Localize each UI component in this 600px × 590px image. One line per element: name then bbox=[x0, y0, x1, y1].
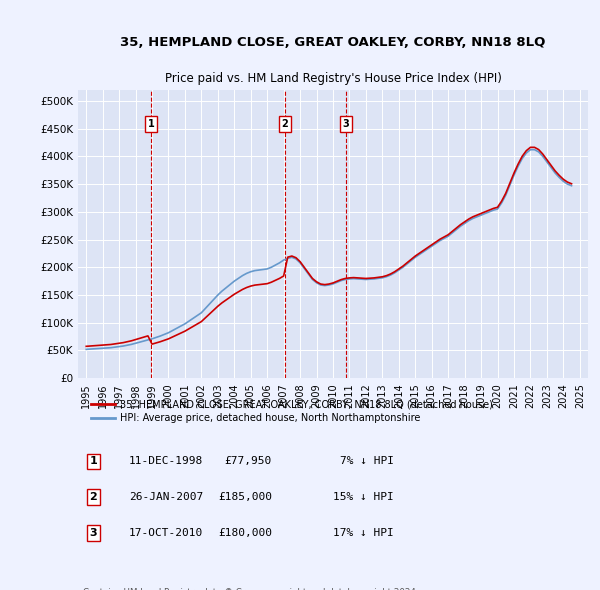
Text: 35, HEMPLAND CLOSE, GREAT OAKLEY, CORBY, NN18 8LQ: 35, HEMPLAND CLOSE, GREAT OAKLEY, CORBY,… bbox=[121, 36, 545, 49]
Text: 1: 1 bbox=[148, 119, 154, 129]
Text: 17-OCT-2010: 17-OCT-2010 bbox=[129, 528, 203, 537]
Text: 2: 2 bbox=[281, 119, 288, 129]
Text: Price paid vs. HM Land Registry's House Price Index (HPI): Price paid vs. HM Land Registry's House … bbox=[164, 72, 502, 85]
Text: 11-DEC-1998: 11-DEC-1998 bbox=[129, 456, 203, 466]
Text: 15% ↓ HPI: 15% ↓ HPI bbox=[334, 492, 394, 502]
Text: Contains HM Land Registry data © Crown copyright and database right 2024.
This d: Contains HM Land Registry data © Crown c… bbox=[83, 588, 419, 590]
Text: 17% ↓ HPI: 17% ↓ HPI bbox=[334, 528, 394, 537]
Text: £77,950: £77,950 bbox=[224, 456, 272, 466]
Text: £180,000: £180,000 bbox=[218, 528, 272, 537]
Text: 7% ↓ HPI: 7% ↓ HPI bbox=[340, 456, 394, 466]
Legend: 35, HEMPLAND CLOSE, GREAT OAKLEY, CORBY, NN18 8LQ (detached house), HPI: Average: 35, HEMPLAND CLOSE, GREAT OAKLEY, CORBY,… bbox=[88, 396, 496, 427]
Text: 3: 3 bbox=[343, 119, 349, 129]
Text: 2: 2 bbox=[89, 492, 97, 502]
Text: £185,000: £185,000 bbox=[218, 492, 272, 502]
Text: 3: 3 bbox=[89, 528, 97, 537]
Text: 26-JAN-2007: 26-JAN-2007 bbox=[129, 492, 203, 502]
Text: 1: 1 bbox=[89, 456, 97, 466]
